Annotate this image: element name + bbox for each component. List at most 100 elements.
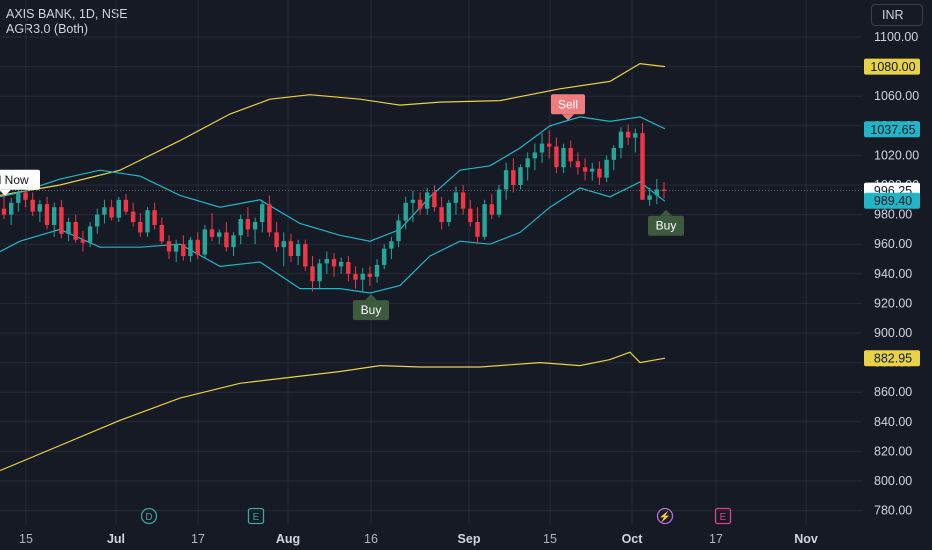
signal-pointer — [0, 189, 11, 196]
candle-body — [260, 204, 265, 222]
candle-body — [87, 226, 93, 243]
event-marker[interactable]: E — [714, 507, 732, 525]
candle — [123, 193, 129, 215]
candle-body — [202, 229, 207, 255]
candle-body — [166, 241, 172, 252]
signal-buy-label: Buy — [353, 294, 389, 321]
price-badge: 1037.65 — [864, 121, 920, 138]
candle — [446, 199, 451, 227]
candle-body — [173, 244, 179, 252]
candle — [547, 130, 552, 159]
candle — [52, 202, 57, 237]
candle — [324, 251, 329, 274]
candle — [604, 155, 609, 183]
candle-body — [80, 239, 86, 243]
candle-body — [224, 232, 229, 248]
candle-body — [238, 219, 243, 236]
candle — [597, 161, 602, 185]
candle-body — [561, 148, 566, 168]
candle — [152, 202, 157, 230]
candle — [317, 259, 322, 289]
candle — [202, 224, 207, 258]
candle-body — [432, 192, 437, 208]
event-marker[interactable]: ⚡ — [656, 507, 674, 525]
candle — [245, 207, 251, 237]
candle-body — [338, 262, 344, 267]
candle — [633, 128, 638, 153]
candle — [173, 239, 179, 262]
candle-body — [9, 202, 14, 215]
x-tick-label: 16 — [364, 532, 378, 546]
event-marker[interactable]: E — [247, 507, 265, 525]
candle — [274, 222, 279, 252]
candle-body — [425, 192, 430, 209]
candle — [611, 145, 616, 171]
candle-body — [547, 143, 552, 147]
event-marker-shape — [247, 507, 265, 525]
candle-body — [582, 167, 588, 172]
candle — [109, 199, 114, 221]
candle-body — [503, 170, 509, 190]
candle — [231, 232, 236, 257]
candle — [145, 207, 150, 237]
y-tick-label: 900.00 — [874, 326, 912, 340]
signal-sell-label: Sell — [551, 94, 585, 121]
candle-body — [66, 222, 71, 234]
candle — [496, 185, 502, 218]
candle-body — [475, 222, 480, 237]
y-tick-label: 980.00 — [874, 208, 912, 222]
x-tick-label: Aug — [276, 532, 300, 546]
candle — [568, 140, 573, 168]
candle — [95, 208, 100, 234]
candle — [310, 256, 315, 292]
candle — [360, 267, 365, 292]
price-badge-box — [864, 121, 920, 138]
candle — [539, 133, 545, 163]
candle — [582, 158, 588, 181]
grid-lines — [0, 0, 862, 525]
candle-body — [382, 248, 387, 265]
candle-body — [661, 189, 667, 191]
candle-body — [252, 222, 258, 230]
y-tick-label: 1020.00 — [874, 148, 919, 162]
candle-body — [324, 259, 329, 264]
candle-body — [367, 273, 372, 277]
candle — [138, 213, 143, 237]
candle-body — [310, 266, 315, 282]
y-tick-label: 780.00 — [874, 504, 912, 518]
x-tick-label: Jul — [107, 532, 125, 546]
signal-sell-now-label: Sell Now — [0, 169, 40, 196]
price-badge: 989.40 — [864, 192, 920, 209]
candle-body — [453, 192, 459, 203]
candle-body — [568, 148, 573, 162]
candle-body — [130, 211, 136, 222]
candle-body — [188, 239, 193, 257]
candle-body — [209, 229, 215, 237]
candle-body — [625, 131, 631, 138]
candle-body — [267, 204, 272, 233]
event-marker[interactable]: D — [140, 507, 158, 525]
candle — [59, 199, 64, 239]
x-tick-label: Nov — [794, 532, 818, 546]
candle — [439, 196, 444, 230]
candle — [453, 186, 459, 215]
candle-body — [159, 225, 164, 242]
candle-body — [460, 192, 466, 209]
candle-body — [374, 264, 380, 277]
currency-button[interactable]: INR — [871, 4, 923, 26]
candle-body — [59, 207, 64, 234]
signal-box — [648, 215, 684, 236]
band-lower-line — [0, 181, 666, 294]
candle — [396, 214, 401, 248]
candle — [503, 162, 509, 200]
price-badge-text: 882.95 — [874, 352, 912, 366]
price-badge-text: 1037.65 — [870, 123, 915, 137]
candle — [1, 193, 7, 220]
candle-body — [23, 192, 28, 200]
candle — [252, 217, 258, 245]
candle — [267, 195, 272, 237]
candle — [410, 190, 416, 222]
candle — [102, 199, 107, 224]
candle-body — [274, 232, 279, 248]
